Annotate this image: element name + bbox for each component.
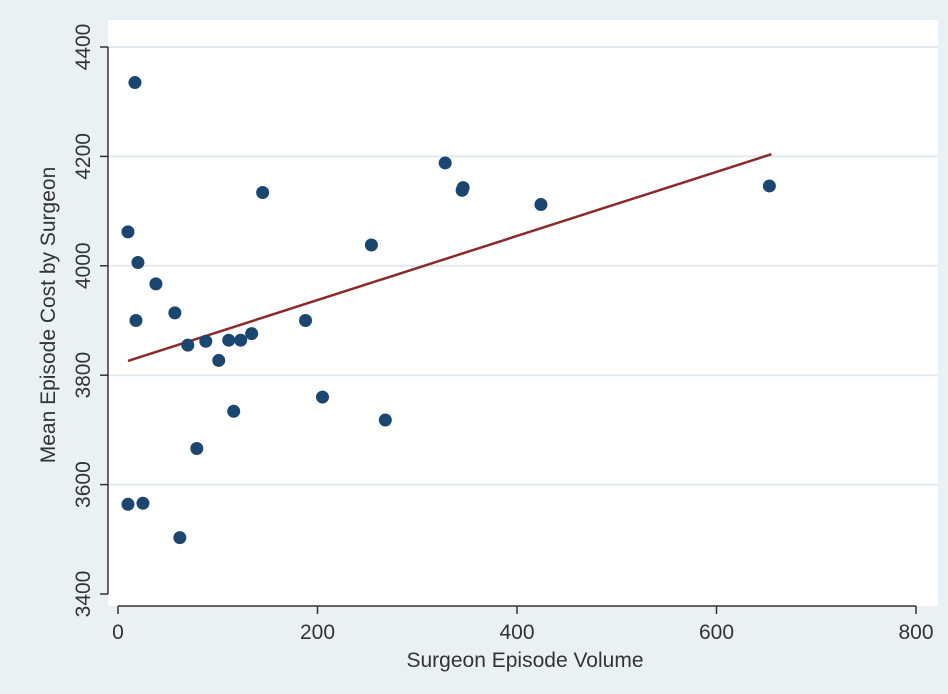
fit-line-group (127, 153, 772, 363)
data-point (128, 76, 142, 90)
plot-area (108, 20, 938, 606)
data-point (438, 156, 452, 170)
data-point (378, 413, 392, 427)
y-ticks: 3400 3600 3800 4000 4200 4400 (72, 24, 108, 618)
data-point (227, 404, 241, 418)
y-axis-title: Mean Episode Cost by Surgeon (37, 167, 60, 464)
data-point (173, 531, 187, 545)
data-point (212, 353, 226, 367)
data-point (256, 186, 270, 200)
data-point (129, 314, 143, 327)
x-axis-title: Surgeon Episode Volume (407, 649, 644, 672)
data-point (534, 198, 548, 212)
data-point (181, 338, 195, 352)
x-tick-label: 800 (898, 621, 933, 644)
data-point (456, 181, 470, 195)
y-tick-label: 4000 (72, 242, 95, 289)
data-point (299, 314, 313, 327)
x-tick-label: 0 (112, 621, 124, 644)
data-point (234, 333, 248, 347)
x-tick-label: 400 (499, 621, 534, 644)
data-point (149, 277, 163, 291)
data-point (245, 327, 259, 341)
y-tick-label: 3600 (72, 461, 95, 508)
y-tick-label: 3800 (72, 352, 95, 399)
data-point (136, 496, 150, 510)
data-point (190, 441, 204, 455)
data-point (222, 333, 236, 347)
data-points (121, 76, 776, 545)
x-ticks: 0 200 400 600 800 (112, 606, 934, 644)
data-point (199, 334, 213, 348)
y-tick-label: 4400 (72, 24, 95, 71)
data-point (315, 390, 329, 404)
data-point (121, 497, 135, 511)
data-point (762, 179, 776, 193)
data-point (364, 238, 378, 252)
data-point (121, 225, 135, 239)
fit-line (127, 153, 772, 363)
y-tick-label: 3400 (72, 571, 95, 618)
x-tick-label: 600 (699, 621, 734, 644)
x-tick-label: 200 (300, 621, 335, 644)
data-point (131, 256, 145, 270)
y-tick-label: 4200 (72, 133, 95, 180)
gridlines (108, 46, 938, 486)
data-point (168, 306, 182, 320)
